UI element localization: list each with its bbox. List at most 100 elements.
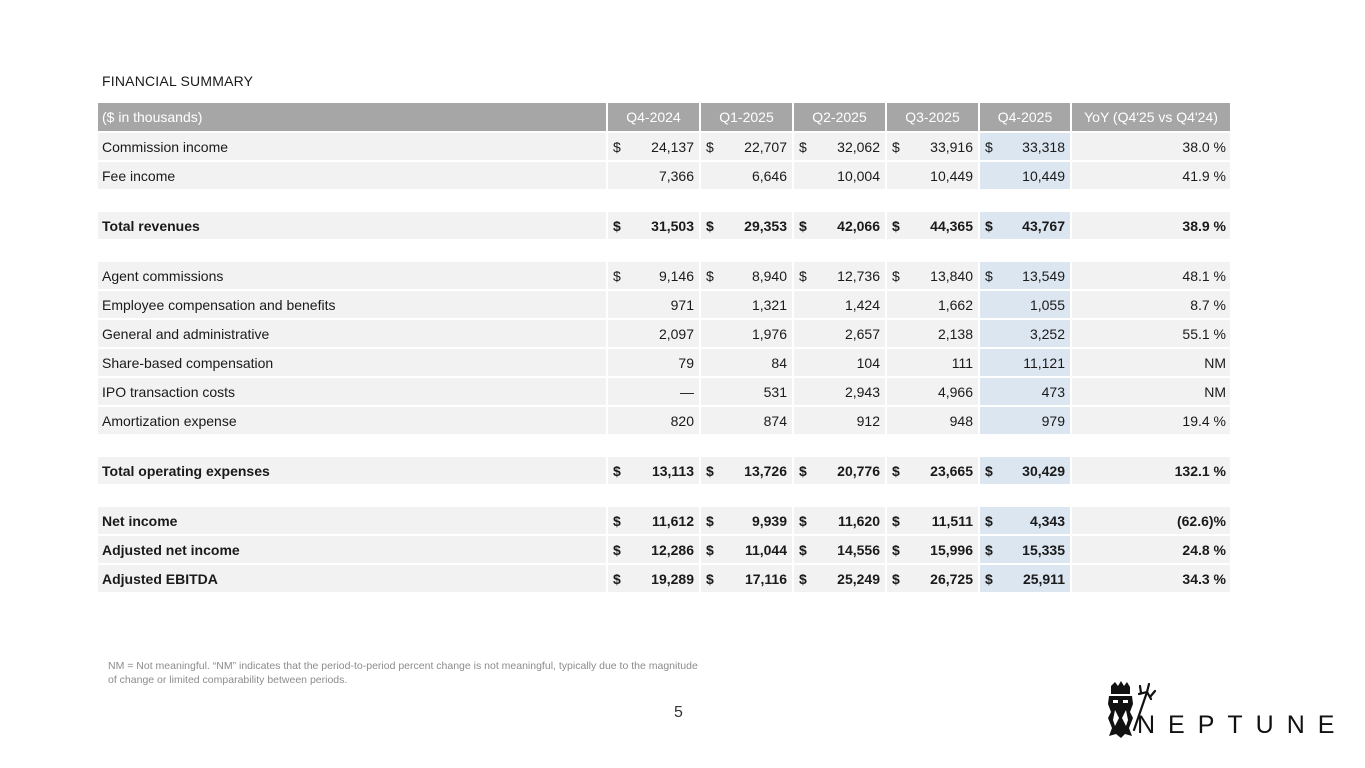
dollar-sign: $ <box>985 462 993 479</box>
value-cell: 4,966 <box>886 377 980 407</box>
value-text: 26,725 <box>930 570 973 587</box>
value-cell: 111 <box>886 348 980 378</box>
value-text: 971 <box>670 296 694 313</box>
dollar-sign: $ <box>799 570 807 587</box>
value-text: 32,062 <box>837 138 880 155</box>
value-text: 4,966 <box>937 383 973 400</box>
dollar-sign: $ <box>892 267 900 284</box>
value-text: 20,776 <box>837 462 880 479</box>
spacer-cell <box>98 190 608 212</box>
table-row: IPO transaction costs — 531 2,943 4,966 473 NM <box>98 377 1232 407</box>
value-cell: 1,976 <box>700 319 794 349</box>
value-cell: $33,916 <box>886 132 980 162</box>
section-title: FINANCIAL SUMMARY <box>102 73 254 89</box>
yoy-cell: 55.1 % <box>1071 319 1232 349</box>
value-text: 2,138 <box>937 325 973 342</box>
value-cell: 971 <box>607 290 701 320</box>
dollar-sign: $ <box>985 570 993 587</box>
value-cell: $17,116 <box>700 564 794 594</box>
row-label: Agent commissions <box>98 261 608 291</box>
value-cell: 11,121 <box>979 348 1072 378</box>
spacer-cell <box>1071 190 1232 212</box>
header-units: ($ in thousands) <box>98 103 608 133</box>
spacer-cell <box>979 485 1072 507</box>
yoy-cell: 19.4 % <box>1071 406 1232 436</box>
value-text: 979 <box>1041 412 1065 429</box>
yoy-cell: 132.1 % <box>1071 456 1232 486</box>
table-row: Fee income 7,366 6,646 10,004 10,449 10,449 41… <box>98 161 1232 191</box>
value-text: 10,449 <box>930 167 973 184</box>
dollar-sign: $ <box>613 512 621 529</box>
header-q2-2025: Q2-2025 <box>793 103 887 133</box>
spacer-row <box>98 485 1232 507</box>
spacer-cell <box>886 190 980 212</box>
value-cell: 979 <box>979 406 1072 436</box>
header-q4-2024: Q4-2024 <box>607 103 701 133</box>
value-text: 111 <box>951 354 973 371</box>
value-cell: 3,252 <box>979 319 1072 349</box>
value-cell: $11,511 <box>886 506 980 536</box>
value-text: 15,996 <box>930 541 973 558</box>
value-text: 19,289 <box>651 570 694 587</box>
value-text: 12,286 <box>651 541 694 558</box>
value-text: 1,662 <box>937 296 973 313</box>
footnote: NM = Not meaningful. “NM” indicates that… <box>108 660 698 686</box>
row-label: General and administrative <box>98 319 608 349</box>
dollar-sign: $ <box>799 138 807 155</box>
value-text: 13,840 <box>930 267 973 284</box>
value-text: 13,113 <box>651 462 694 479</box>
table-row: Commission income $24,137 $22,707 $32,062 $3… <box>98 132 1232 162</box>
value-cell: 1,424 <box>793 290 887 320</box>
row-label: Commission income <box>98 132 608 162</box>
spacer-row <box>98 190 1232 212</box>
value-cell: $44,365 <box>886 211 980 241</box>
value-cell: $13,726 <box>700 456 794 486</box>
header-q1-2025: Q1-2025 <box>700 103 794 133</box>
spacer-cell <box>886 485 980 507</box>
value-cell: 2,138 <box>886 319 980 349</box>
spacer-cell <box>700 190 794 212</box>
value-cell: $12,286 <box>607 535 701 565</box>
financial-summary-table: ($ in thousands) Q4-2024 Q1-2025 Q2-2025… <box>98 103 1232 594</box>
yoy-cell: 38.9 % <box>1071 211 1232 241</box>
header-q4-2025: Q4-2025 <box>979 103 1072 133</box>
value-text: 17,116 <box>744 570 787 587</box>
value-text: 43,767 <box>1022 217 1065 234</box>
table-row: Share-based compensation 79 84 104 111 11,121… <box>98 348 1232 378</box>
dollar-sign: $ <box>613 541 621 558</box>
value-cell: $4,343 <box>979 506 1072 536</box>
value-text: 23,665 <box>930 462 973 479</box>
spacer-cell <box>793 240 887 262</box>
spacer-cell <box>979 435 1072 457</box>
table-row: Adjusted net income $12,286 $11,044 $14,556… <box>98 535 1232 565</box>
row-label: Total revenues <box>98 211 608 241</box>
yoy-cell: 48.1 % <box>1071 261 1232 291</box>
value-cell: $22,707 <box>700 132 794 162</box>
page-number: 5 <box>674 704 683 721</box>
value-text: 44,365 <box>930 217 973 234</box>
value-text: 11,620 <box>837 512 880 529</box>
row-label: Net income <box>98 506 608 536</box>
value-text: 1,055 <box>1029 296 1065 313</box>
spacer-cell <box>979 240 1072 262</box>
table-row: Amortization expense 820 874 912 948 979 19.4 … <box>98 406 1232 436</box>
value-cell: $14,556 <box>793 535 887 565</box>
dollar-sign: $ <box>799 267 807 284</box>
value-cell: $24,137 <box>607 132 701 162</box>
value-text: 24,137 <box>651 138 694 155</box>
spacer-cell <box>700 485 794 507</box>
dollar-sign: $ <box>892 217 900 234</box>
header-yoy: YoY (Q4'25 vs Q4'24) <box>1071 103 1232 133</box>
spacer-cell <box>98 240 608 262</box>
value-cell: 10,449 <box>979 161 1072 191</box>
table-row: Net income $11,612 $9,939 $11,620 $11,511 $4,… <box>98 506 1232 536</box>
dollar-sign: $ <box>706 541 714 558</box>
yoy-cell: NM <box>1071 348 1232 378</box>
value-cell: $42,066 <box>793 211 887 241</box>
spacer-cell <box>1071 435 1232 457</box>
row-label: Adjusted EBITDA <box>98 564 608 594</box>
value-cell: $32,062 <box>793 132 887 162</box>
value-text: 9,939 <box>751 512 787 529</box>
value-text: 29,353 <box>744 217 787 234</box>
value-text: 9,146 <box>658 267 694 284</box>
